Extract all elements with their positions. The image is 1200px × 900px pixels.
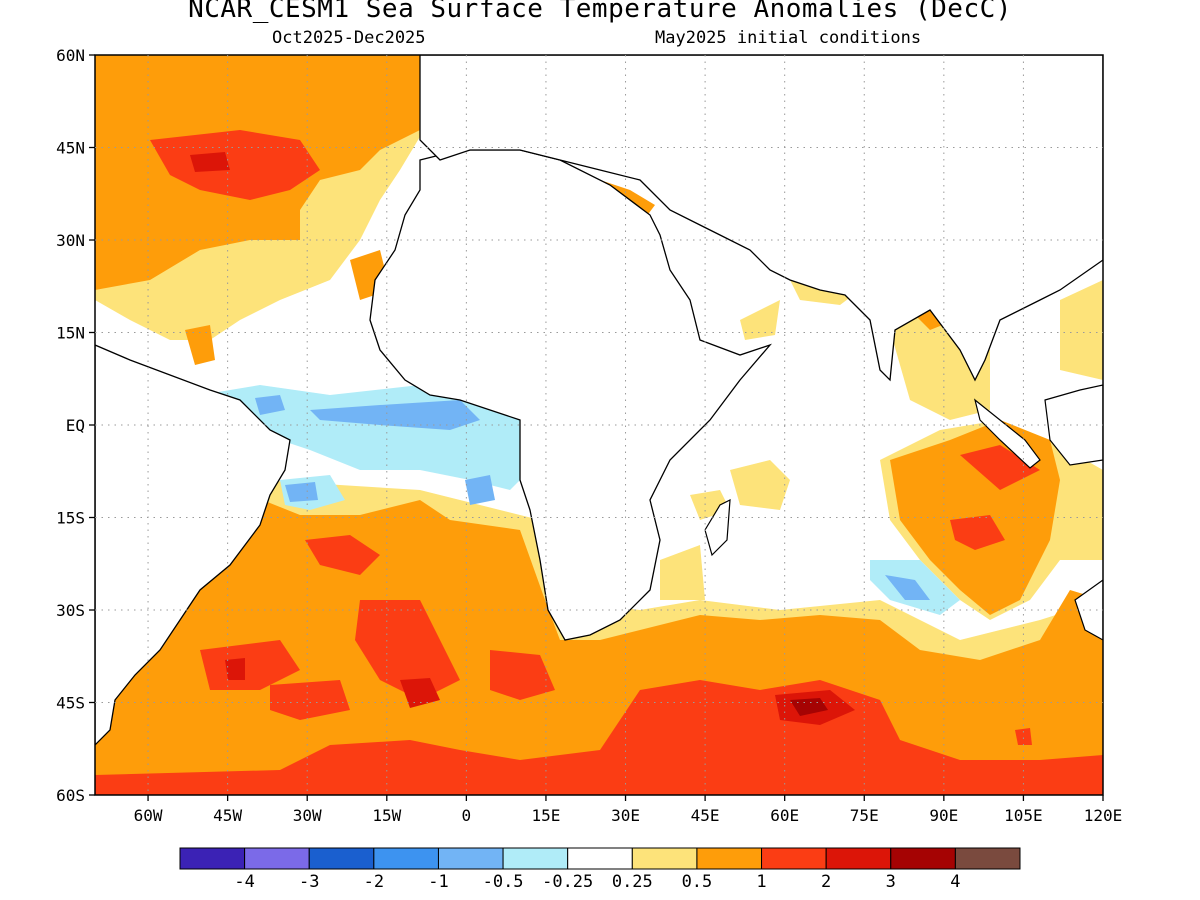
colorbar-swatch [308, 847, 375, 870]
graticule [95, 55, 1103, 795]
lon-tick-label: 45E [691, 806, 720, 825]
lon-tick-label: 0 [462, 806, 472, 825]
longitude-axis: 60W 45W 30W 15W 0 15E 30E 45E 60E 75E 90E 105E 120E [134, 795, 1123, 825]
colorbar-swatch [890, 847, 956, 870]
colorbar-label: -0.5 [483, 872, 524, 892]
colorbar-label: -3 [299, 872, 319, 892]
lon-tick-label: 15E [531, 806, 560, 825]
lon-tick-label: 75E [850, 806, 879, 825]
colorbar-label: 0.5 [682, 872, 713, 892]
lon-tick-label: 30E [611, 806, 640, 825]
lon-tick-label: 15W [372, 806, 401, 825]
colorbar-label: -0.25 [542, 872, 593, 892]
lon-tick-label: 45W [213, 806, 242, 825]
colorbar-swatch [696, 847, 763, 870]
lat-tick-label: 60S [56, 786, 85, 805]
colorbar-swatch [373, 847, 439, 870]
lat-tick-label: 15S [56, 509, 85, 528]
colorbar-swatch [437, 847, 504, 870]
colorbar-label: -4 [234, 872, 254, 892]
colorbar-swatch [179, 847, 246, 870]
colorbar-swatch [761, 847, 827, 870]
lon-tick-label: 120E [1084, 806, 1123, 825]
colorbar-label: 1 [756, 872, 766, 892]
colorbar-label: 0.25 [612, 872, 653, 892]
lat-tick-label: 45S [56, 694, 85, 713]
forecast-period-subtitle: Oct2025-Dec2025 [272, 28, 426, 48]
colorbar-swatch [631, 847, 698, 870]
lon-tick-label: 105E [1004, 806, 1043, 825]
lon-tick-label: 30W [293, 806, 322, 825]
colorbar-swatch [244, 847, 310, 870]
map-title: NCAR_CESM1 Sea Surface Temperature Anoma… [188, 0, 1012, 24]
lat-tick-label: 30S [56, 601, 85, 620]
colorbar-label: 2 [821, 872, 831, 892]
lat-tick-label: 30N [56, 231, 85, 250]
colorbar-swatch [567, 847, 633, 870]
colorbar-label: 4 [950, 872, 960, 892]
colorbar-swatch [954, 847, 1021, 870]
latitude-axis: 60N 45N 30N 15N EQ 15S 30S 45S 60S [56, 46, 95, 805]
colorbar-label: 3 [886, 872, 896, 892]
anomaly-field [95, 55, 1103, 795]
lat-tick-label: 45N [56, 139, 85, 158]
colorbar-swatch [502, 847, 569, 870]
lon-tick-label: 90E [929, 806, 958, 825]
lat-tick-label: 15N [56, 324, 85, 343]
lat-tick-label: 60N [56, 46, 85, 65]
lat-tick-label: EQ [66, 416, 85, 435]
colorbar: -4 -3 -2 -1 -0.5 -0.25 0.25 0.5 1 2 3 4 [179, 847, 1021, 892]
colorbar-label: -2 [364, 872, 384, 892]
lon-tick-label: 60E [770, 806, 799, 825]
colorbar-swatch [825, 847, 892, 870]
colorbar-label: -1 [428, 872, 448, 892]
lon-tick-label: 60W [134, 806, 163, 825]
initial-conditions-subtitle: May2025 initial conditions [655, 28, 922, 48]
